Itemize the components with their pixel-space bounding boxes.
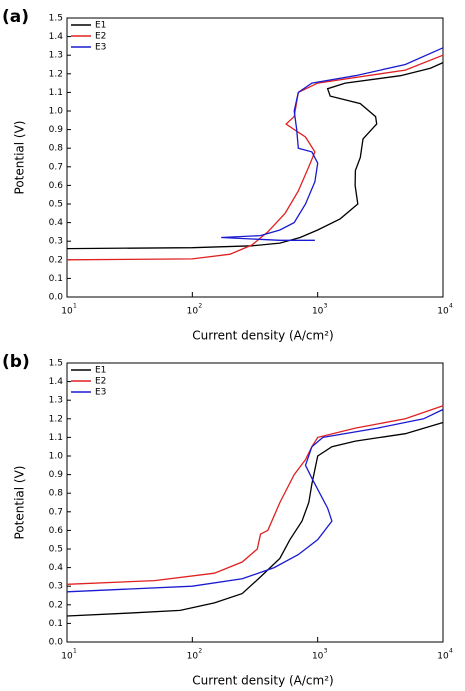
x-tick-exponent: 4 [449,303,453,310]
plot-frame [66,362,444,643]
data-line [66,408,444,593]
y-tick-label: 0.0 [49,293,64,303]
y-tick-label: 0.4 [49,563,64,573]
legend-label: E1 [95,366,106,376]
x-tick-label: 10 [312,652,324,662]
y-tick-label: 0.3 [49,237,63,247]
y-tick-label: 1.4 [49,377,64,387]
y-tick-label: 1.4 [49,32,64,42]
y-tick-label: 0.6 [49,181,64,191]
y-tick-label: 0.9 [49,125,64,135]
y-tick-label: 0.5 [49,200,63,210]
y-tick-label: 0.5 [49,545,63,555]
y-tick-label: 1.5 [49,14,63,24]
data-line [66,54,444,261]
y-tick-label: 1.3 [49,51,63,61]
x-tick-label: 10 [61,652,73,662]
y-tick-label: 0.6 [49,526,64,536]
y-tick-label: 1.0 [49,107,64,117]
x-axis-label: Current density (A/cm²) [192,674,333,688]
y-tick-label: 0.1 [49,619,63,629]
data-line [221,47,444,241]
x-tick-exponent: 2 [198,648,202,655]
y-tick-label: 1.1 [49,88,63,98]
x-axis-label: Current density (A/cm²) [192,329,333,343]
x-tick-exponent: 1 [73,648,77,655]
x-tick-label: 10 [437,652,449,662]
x-tick-label: 10 [187,652,199,662]
y-tick-label: 0.2 [49,600,63,610]
x-tick-label: 10 [312,307,324,317]
x-tick-exponent: 3 [324,303,328,310]
y-tick-label: 1.0 [49,452,64,462]
y-tick-label: 0.1 [49,274,63,284]
data-line [66,62,444,250]
legend-label: E3 [95,43,106,53]
y-axis-label: Potential (V) [13,121,27,195]
data-line [66,405,444,585]
y-tick-label: 1.2 [49,69,63,79]
y-tick-label: 1.2 [49,414,63,424]
y-tick-label: 1.5 [49,359,63,369]
y-tick-label: 0.9 [49,470,64,480]
legend-label: E2 [95,32,106,42]
x-tick-label: 10 [187,307,199,317]
y-tick-label: 0.7 [49,507,63,517]
x-tick-exponent: 1 [73,303,77,310]
y-tick-label: 1.1 [49,433,63,443]
y-tick-label: 0.4 [49,218,64,228]
x-tick-label: 10 [437,307,449,317]
panel-label: (b) [2,352,30,372]
legend-label: E1 [95,21,106,31]
y-tick-label: 0.2 [49,255,63,265]
y-tick-label: 0.8 [49,489,64,499]
legend-label: E2 [95,377,106,387]
x-tick-label: 10 [61,307,73,317]
y-axis-label: Potential (V) [13,466,27,540]
y-tick-label: 0.8 [49,144,64,154]
y-tick-label: 1.3 [49,396,63,406]
y-tick-label: 0.3 [49,582,63,592]
data-line [66,421,444,617]
x-tick-exponent: 3 [324,648,328,655]
plot-frame [66,17,444,298]
x-tick-exponent: 4 [449,648,453,655]
y-tick-label: 0.7 [49,162,63,172]
y-tick-label: 0.0 [49,638,64,648]
legend-label: E3 [95,388,106,398]
panel-label: (a) [2,7,29,27]
x-tick-exponent: 2 [198,303,202,310]
